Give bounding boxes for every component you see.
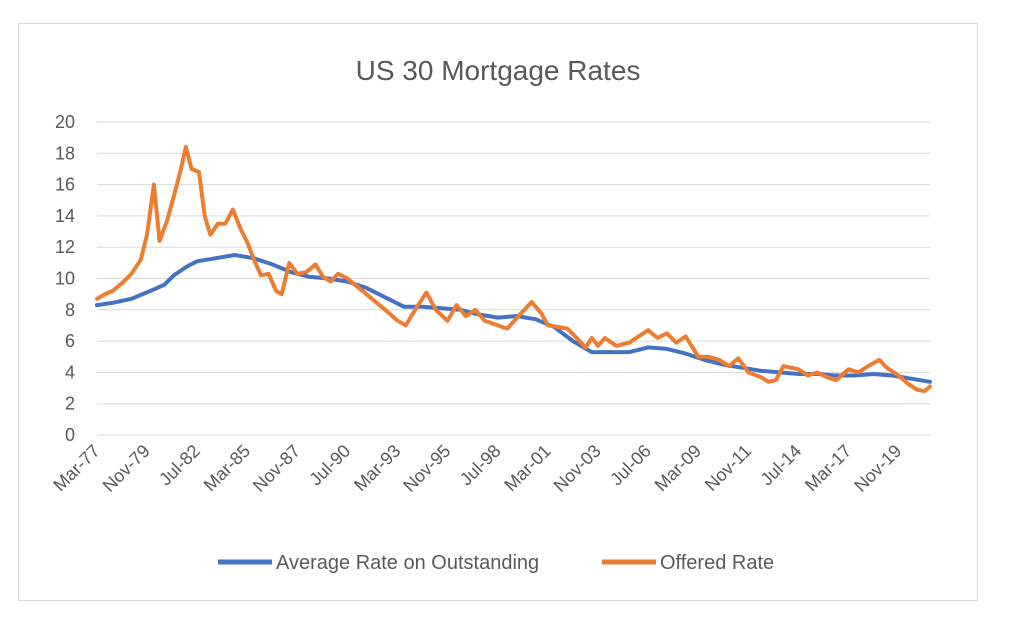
x-tick-label: Nov-95	[399, 441, 454, 496]
x-tick-label: Jul-82	[155, 441, 204, 490]
x-tick-label: Mar-85	[200, 441, 254, 495]
y-tick-label: 2	[65, 394, 75, 414]
y-tick-label: 16	[55, 175, 75, 195]
y-tick-label: 10	[55, 269, 75, 289]
gridlines	[97, 121, 930, 436]
y-tick-label: 14	[55, 206, 75, 226]
y-tick-label: 8	[65, 300, 75, 320]
x-tick-label: Nov-03	[550, 441, 605, 496]
x-tick-label: Jul-90	[305, 441, 354, 490]
chart-frame	[18, 23, 978, 601]
series-offered-rate-line	[95, 145, 932, 394]
y-tick-label: 20	[55, 112, 75, 132]
series-average-rate-line	[95, 253, 932, 384]
x-tick-label: Mar-77	[49, 441, 103, 495]
x-tick-label: Nov-11	[701, 441, 755, 495]
y-tick-label: 18	[55, 143, 75, 163]
x-tick-label: Jul-06	[606, 441, 655, 490]
legend-label-offered: Offered Rate	[660, 552, 774, 574]
x-tick-label: Jul-98	[456, 441, 505, 490]
x-tick-label: Nov-87	[249, 441, 304, 496]
series-lines	[95, 145, 932, 394]
legend-label-average: Average Rate on Outstanding	[276, 552, 539, 574]
y-tick-label: 4	[65, 362, 75, 382]
y-tick-label: 12	[55, 237, 75, 257]
y-tick-label: 0	[65, 425, 75, 445]
x-tick-label: Mar-09	[651, 441, 705, 495]
x-tick-label: Mar-01	[500, 441, 554, 495]
y-tick-label: 6	[65, 331, 75, 351]
chart-title: US 30 Mortgage Rates	[356, 55, 641, 86]
x-tick-label: Jul-14	[756, 441, 805, 490]
x-tick-label: Nov-19	[850, 441, 905, 496]
x-tick-label: Mar-93	[350, 441, 404, 495]
y-axis-ticks: 0 2 4 6 8 10 12 14 16 18 20	[55, 112, 75, 445]
legend: Average Rate on Outstanding Offered Rate	[218, 552, 774, 574]
x-tick-label: Mar-17	[801, 441, 855, 495]
x-tick-label: Nov-79	[99, 441, 154, 496]
